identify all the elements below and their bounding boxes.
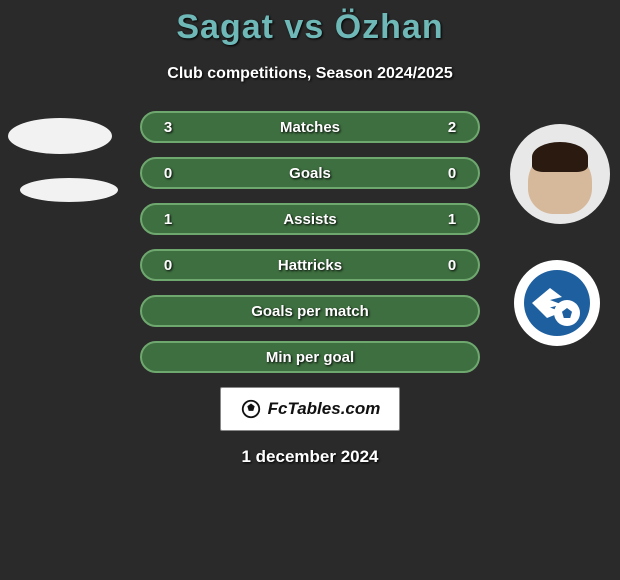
crest-ball-icon (554, 300, 580, 326)
stat-row-hattricks: 0 Hattricks 0 (140, 249, 480, 281)
subtitle: Club competitions, Season 2024/2025 (0, 65, 620, 83)
player-left-photo-placeholder (8, 118, 112, 154)
stat-label: Assists (180, 211, 440, 228)
title-right: Özhan (335, 8, 444, 46)
fctables-logo[interactable]: FcTables.com (220, 387, 400, 431)
stat-label: Goals (180, 165, 440, 182)
stat-right-value: 1 (440, 211, 464, 228)
stat-row-min-per-goal: Min per goal (140, 341, 480, 373)
stat-right-value: 0 (440, 257, 464, 274)
stat-right-value: 2 (440, 119, 464, 136)
stat-label: Matches (180, 119, 440, 136)
page-title: Sagat vs Özhan (0, 0, 620, 47)
player-hair-icon (532, 142, 588, 172)
title-left: Sagat (176, 8, 274, 46)
fctables-ball-icon (240, 398, 262, 420)
date-text: 1 december 2024 (0, 447, 620, 467)
player-face-icon (528, 150, 592, 214)
stat-row-assists: 1 Assists 1 (140, 203, 480, 235)
stat-left-value: 3 (156, 119, 180, 136)
stat-label: Hattricks (180, 257, 440, 274)
player-right-photo (510, 124, 610, 224)
fctables-logo-text: FcTables.com (268, 399, 381, 419)
stat-label: Min per goal (180, 349, 440, 366)
title-vs: vs (284, 8, 324, 46)
stat-right-value: 0 (440, 165, 464, 182)
stat-row-matches: 3 Matches 2 (140, 111, 480, 143)
stat-row-goals: 0 Goals 0 (140, 157, 480, 189)
stat-left-value: 0 (156, 165, 180, 182)
stat-row-goals-per-match: Goals per match (140, 295, 480, 327)
stat-left-value: 1 (156, 211, 180, 228)
player-right-club-badge (514, 260, 600, 346)
stat-label: Goals per match (180, 303, 440, 320)
club-crest-icon (524, 270, 590, 336)
player-left-club-placeholder (20, 178, 118, 202)
stat-left-value: 0 (156, 257, 180, 274)
